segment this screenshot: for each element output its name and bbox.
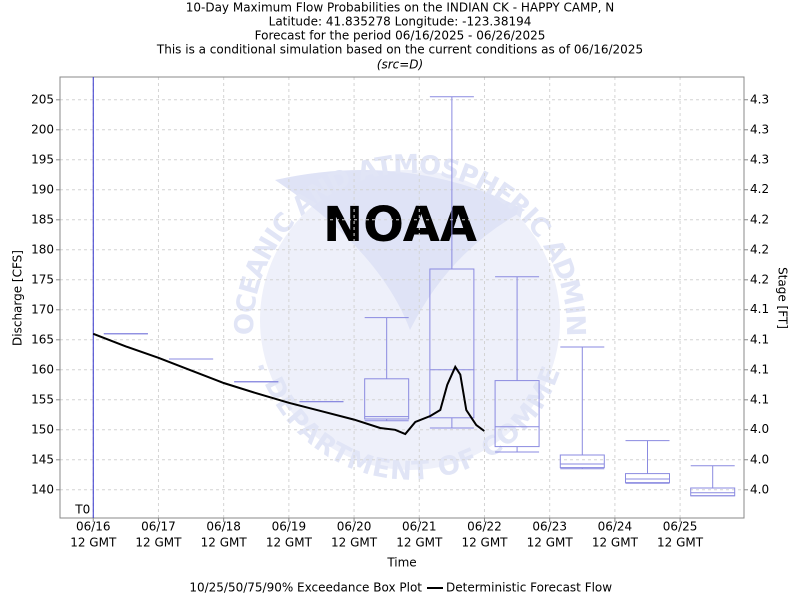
x-tick-label: 06/18 — [206, 520, 241, 534]
chart-title: This is a conditional simulation based o… — [156, 43, 643, 57]
x-tick-label: 06/16 — [76, 520, 111, 534]
y-tick-label: 145 — [31, 452, 54, 466]
y-tick-label: 165 — [31, 332, 54, 346]
x-tick-sublabel: 12 GMT — [331, 536, 378, 550]
x-tick-sublabel: 12 GMT — [266, 536, 313, 550]
x-tick-sublabel: 12 GMT — [396, 536, 443, 550]
y-tick-label: 170 — [31, 302, 54, 316]
chart-title: Latitude: 41.835278 Longitude: -123.3819… — [269, 15, 532, 29]
x-tick-sublabel: 12 GMT — [70, 536, 117, 550]
y-tick-label: 195 — [31, 152, 54, 166]
x-tick-label: 06/22 — [467, 520, 502, 534]
box — [624, 473, 670, 484]
box — [690, 487, 736, 497]
x-tick-label: 06/25 — [663, 520, 698, 534]
y-tick-label: 180 — [31, 242, 54, 256]
y-tick-label: 175 — [31, 272, 54, 286]
y2-axis-label: Stage [FT] — [776, 267, 790, 329]
plot-frame — [59, 76, 745, 519]
y2-tick-label: 4.1 — [750, 332, 769, 346]
y-tick-label: 190 — [31, 182, 54, 196]
y2-tick-label: 4.3 — [750, 152, 769, 166]
x-tick-sublabel: 12 GMT — [201, 536, 248, 550]
y-tick-label: 155 — [31, 392, 54, 406]
x-tick-label: 06/17 — [141, 520, 176, 534]
box — [429, 268, 475, 419]
x-tick-label: 06/23 — [532, 520, 567, 534]
x-tick-label: 06/24 — [598, 520, 633, 534]
y2-tick-label: 4.0 — [750, 422, 769, 436]
x-tick-label: 06/19 — [272, 520, 307, 534]
x-tick-label: 06/21 — [402, 520, 437, 534]
y-tick-label: 185 — [31, 212, 54, 226]
y2-tick-label: 4.0 — [750, 452, 769, 466]
watermark-bird — [275, 170, 525, 330]
legend-label: 10/25/50/75/90% Exceedance Box Plot — [189, 581, 422, 595]
y-tick-label: 150 — [31, 422, 54, 436]
x-tick-sublabel: 12 GMT — [461, 536, 508, 550]
y2-tick-label: 4.0 — [750, 482, 769, 496]
forecast-line — [92, 332, 485, 436]
t0-label: T0 — [74, 503, 90, 517]
y2-tick-label: 4.1 — [750, 362, 769, 376]
x-axis-label: Time — [386, 556, 416, 570]
x-tick-sublabel: 12 GMT — [135, 536, 182, 550]
y2-tick-label: 4.2 — [750, 182, 769, 196]
y-tick-label: 205 — [31, 92, 54, 106]
box — [559, 454, 605, 469]
box — [364, 378, 410, 420]
chart-subtitle: (src=D) — [377, 58, 423, 72]
x-tick-sublabel: 12 GMT — [592, 536, 639, 550]
y2-tick-label: 4.2 — [750, 242, 769, 256]
y-tick-label: 200 — [31, 122, 54, 136]
x-tick-label: 06/20 — [337, 520, 372, 534]
y2-tick-label: 4.3 — [750, 122, 769, 136]
y-axis-label: Discharge [CFS] — [11, 250, 25, 346]
chart-title: Forecast for the period 06/16/2025 - 06/… — [255, 29, 546, 43]
y2-tick-label: 4.2 — [750, 272, 769, 286]
y2-tick-label: 4.1 — [750, 392, 769, 406]
y2-tick-label: 4.1 — [750, 302, 769, 316]
x-tick-sublabel: 12 GMT — [657, 536, 704, 550]
y-tick-label: 160 — [31, 362, 54, 376]
y-tick-label: 140 — [31, 482, 54, 496]
y2-tick-label: 4.3 — [750, 92, 769, 106]
watermark-logo: NOAA — [323, 197, 477, 253]
x-tick-sublabel: 12 GMT — [527, 536, 574, 550]
chart-title: 10-Day Maximum Flow Probabilities on the… — [186, 1, 615, 15]
box — [494, 380, 540, 448]
y2-tick-label: 4.2 — [750, 212, 769, 226]
legend-label: Deterministic Forecast Flow — [446, 581, 612, 595]
